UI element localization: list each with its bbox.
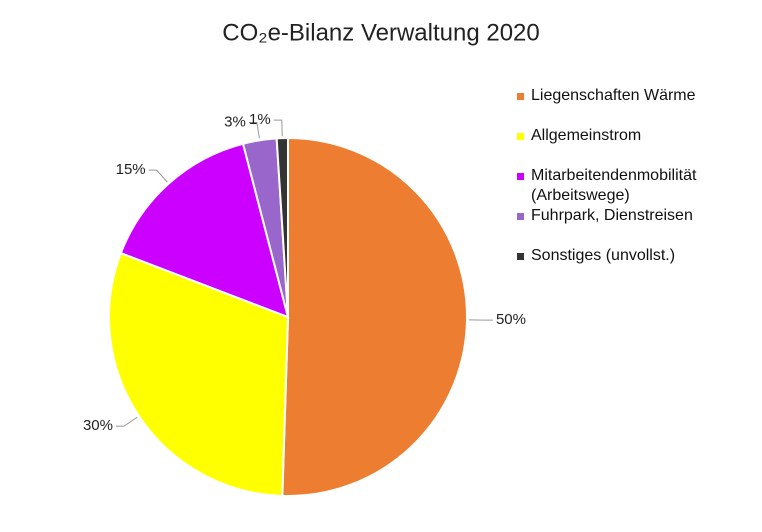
legend-swatch [517, 173, 524, 180]
legend-label: Fuhrpark, Dienstreisen [531, 207, 693, 224]
leader-line [115, 416, 138, 427]
legend-label: Mitarbeitendenmobilität (Arbeitswege) [531, 167, 697, 204]
chart-title: CO₂e-Bilanz Verwaltung 2020 [222, 19, 540, 46]
data-label: 50% [496, 311, 526, 328]
legend-label: Liegenschaften Wärme [531, 87, 696, 104]
pie-slice [119, 142, 290, 319]
legend-item: Liegenschaften Wärme [517, 86, 727, 106]
legend-item: Allgemeinstrom [517, 126, 727, 146]
pie-slice [108, 251, 290, 497]
legend-swatch [517, 253, 524, 260]
data-label: 1% [249, 111, 271, 128]
pie-slice [275, 136, 289, 318]
legend: Liegenschaften Wärme Allgemeinstrom Mitarb… [517, 86, 727, 286]
legend-swatch [517, 93, 524, 100]
data-label: 30% [83, 417, 113, 434]
leader-line [248, 121, 260, 139]
legend-swatch [517, 133, 524, 140]
leader-line [148, 169, 168, 183]
leader-line [273, 119, 283, 137]
pie-slice [281, 136, 468, 497]
legend-item: Fuhrpark, Dienstreisen [517, 206, 727, 226]
legend-label: Sonstiges (unvollst.) [531, 247, 676, 264]
legend-swatch [517, 213, 524, 220]
legend-label: Allgemeinstrom [531, 127, 642, 144]
data-label: 3% [224, 113, 246, 130]
legend-item: Mitarbeitendenmobilität (Arbeitswege) [517, 166, 727, 206]
data-label: 15% [116, 161, 146, 178]
legend-item: Sonstiges (unvollst.) [517, 246, 727, 266]
